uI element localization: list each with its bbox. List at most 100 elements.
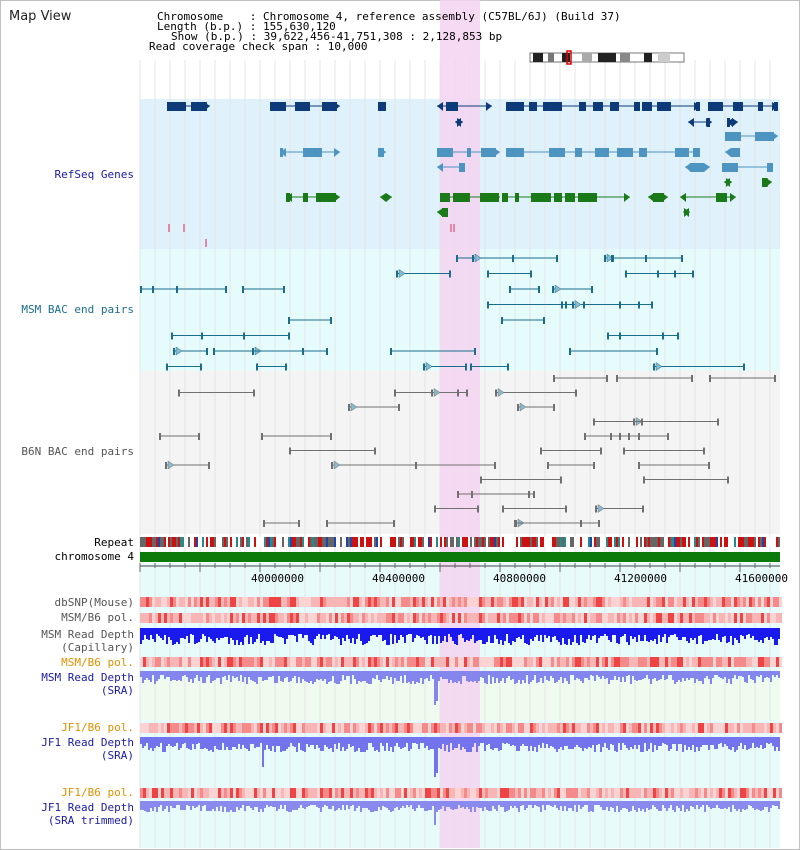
chromosome-bar xyxy=(140,552,780,562)
read-depth-bar xyxy=(772,671,774,675)
read-depth-bar xyxy=(688,628,690,643)
bac-end-marker xyxy=(641,418,643,426)
read-depth-bar xyxy=(670,628,672,635)
read-depth-bar xyxy=(646,737,648,751)
track-label-jf1-depth-trimmed[interactable]: JF1 Read Depth (SRA trimmed) xyxy=(41,801,134,827)
repeat-mark xyxy=(684,537,686,547)
snp-density-mark xyxy=(524,597,527,607)
track-label-jf1-depth-sra[interactable]: JF1 Read Depth (SRA) xyxy=(41,736,134,762)
track-label-jf1-pol-2[interactable]: JF1/B6 pol. xyxy=(61,786,134,799)
snp-density-mark xyxy=(725,597,728,607)
read-depth-bar xyxy=(386,671,388,676)
snp-density-mark xyxy=(344,613,347,623)
read-depth-bar xyxy=(584,737,586,748)
repeat-mark xyxy=(418,537,420,547)
snp-density-mark xyxy=(419,657,422,667)
read-depth-bar xyxy=(332,628,334,639)
read-depth-bar xyxy=(300,737,302,750)
snp-density-mark xyxy=(443,723,446,733)
read-depth-bar xyxy=(410,737,412,749)
snp-density-mark xyxy=(425,788,428,798)
snp-density-mark xyxy=(332,723,335,733)
read-depth-bar xyxy=(270,801,272,806)
snp-density-mark xyxy=(698,788,701,798)
repeat-mark xyxy=(722,537,724,547)
snp-density-mark xyxy=(179,657,182,667)
read-depth-bar xyxy=(428,671,430,681)
read-depth-bar xyxy=(492,737,494,750)
track-label-refseq[interactable]: RefSeq Genes xyxy=(54,168,134,181)
read-depth-bar xyxy=(412,737,414,743)
read-depth-bar xyxy=(230,671,232,682)
snp-density-mark xyxy=(323,723,326,733)
snp-density-mark xyxy=(767,657,770,667)
read-depth-bar xyxy=(480,801,482,808)
snp-density-mark xyxy=(749,597,752,607)
track-label-msm-bac[interactable]: MSM BAC end pairs xyxy=(21,303,134,316)
read-depth-bar xyxy=(478,737,480,746)
snp-density-mark xyxy=(254,657,257,667)
track-label-msm-depth-sra[interactable]: MSM Read Depth (SRA) xyxy=(41,671,134,697)
read-depth-bar xyxy=(590,737,592,748)
snp-density-mark xyxy=(410,657,413,667)
read-depth-bar xyxy=(508,671,510,676)
snp-density-mark xyxy=(497,657,500,667)
snp-density-mark xyxy=(248,657,251,667)
read-depth-bar xyxy=(766,737,768,743)
snp-density-mark xyxy=(248,723,251,733)
snp-density-mark xyxy=(272,657,275,667)
read-depth-bar xyxy=(774,671,776,677)
snp-density-mark xyxy=(296,788,299,798)
snp-density-mark xyxy=(764,788,767,798)
snp-density-mark xyxy=(368,788,371,798)
track-label-repeat[interactable]: Repeat xyxy=(94,536,134,549)
snp-density-mark xyxy=(527,723,530,733)
repeat-mark xyxy=(718,537,720,547)
read-depth-bar xyxy=(314,628,316,639)
read-depth-bar xyxy=(196,628,198,643)
read-depth-bar xyxy=(236,671,238,677)
snp-density-mark xyxy=(386,723,389,733)
repeat-mark xyxy=(500,537,502,547)
read-depth-bar xyxy=(250,671,252,680)
read-depth-bar xyxy=(162,737,164,752)
read-depth-bar xyxy=(638,671,640,680)
track-label-b6n-bac[interactable]: B6N BAC end pairs xyxy=(21,445,134,458)
read-depth-bar xyxy=(516,737,518,751)
snp-density-mark xyxy=(590,597,593,607)
read-depth-bar xyxy=(534,737,536,747)
snp-density-mark xyxy=(215,788,218,798)
snp-density-mark xyxy=(626,723,629,733)
snp-density-mark xyxy=(326,597,329,607)
snp-density-mark xyxy=(746,723,749,733)
read-depth-bar xyxy=(514,628,516,642)
snp-density-mark xyxy=(722,613,725,623)
track-label-dbsnp[interactable]: dbSNP(Mouse) xyxy=(54,596,134,609)
read-depth-bar xyxy=(396,671,398,681)
read-depth-bar xyxy=(422,671,424,684)
read-depth-bar xyxy=(212,737,214,752)
repeat-mark xyxy=(650,537,652,547)
track-label-jf1-pol[interactable]: JF1/B6 pol. xyxy=(61,721,134,734)
track-label-msm-pol-2[interactable]: MSM/B6 pol. xyxy=(61,656,134,669)
snp-density-mark xyxy=(206,597,209,607)
bac-end-marker xyxy=(285,363,287,371)
bac-end-marker xyxy=(206,348,208,355)
read-depth-bar xyxy=(260,628,262,643)
read-depth-bar xyxy=(342,801,344,805)
gene-exon xyxy=(578,193,597,202)
bac-arrow xyxy=(655,362,663,371)
snp-density-mark xyxy=(704,613,707,623)
read-depth-bar xyxy=(276,737,278,746)
track-label-chromosome[interactable]: chromosome 4 xyxy=(54,550,134,563)
track-label-msm-pol[interactable]: MSM/B6 pol. xyxy=(61,611,134,624)
snp-density-mark xyxy=(434,597,437,607)
read-depth-bar xyxy=(546,737,548,744)
snp-density-mark xyxy=(743,613,746,623)
read-depth-bar xyxy=(658,671,660,680)
track-label-msm-depth-capillary[interactable]: MSM Read Depth (Capillary) xyxy=(41,628,134,654)
read-depth-bar xyxy=(276,671,278,683)
read-depth-bar xyxy=(776,737,778,747)
read-depth-bar xyxy=(228,671,230,675)
snp-density-mark xyxy=(401,613,404,623)
